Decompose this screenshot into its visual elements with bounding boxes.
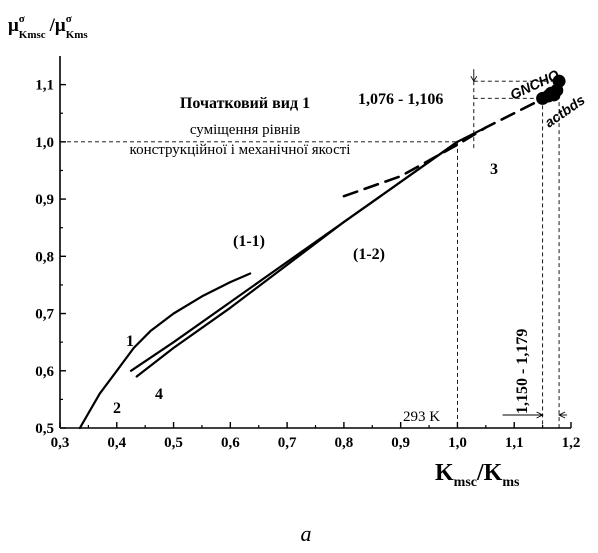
chart-subtitle-line-1: суміщення рівнів bbox=[190, 122, 300, 138]
data-points bbox=[536, 74, 566, 105]
x-tick-label-4: 0,7 bbox=[278, 435, 297, 451]
chart-subtitle-line-2: конструкційної і механічної якості bbox=[130, 142, 351, 158]
series-1-line bbox=[78, 272, 252, 430]
y-tick-label-1: 0,6 bbox=[35, 364, 54, 380]
y-tick-label-2: 0,7 bbox=[35, 307, 54, 323]
y-axis-label: μσ Kmsc/μσ Kms bbox=[8, 13, 88, 41]
y-tick-label-3: 0,8 bbox=[35, 249, 54, 265]
figure-caption: a bbox=[301, 521, 312, 546]
x-tick-label-3: 0,6 bbox=[221, 435, 240, 451]
region-1-2-label: (1-2) bbox=[353, 246, 385, 263]
x-tick-label-8: 1,1 bbox=[505, 435, 524, 451]
y-tick-label-0: 0,5 bbox=[35, 421, 54, 437]
reference-lines bbox=[60, 69, 568, 428]
y-tick-label-5: 1,0 bbox=[35, 135, 54, 151]
x-tick-label-6: 0,9 bbox=[391, 435, 410, 451]
y-tick-label-4: 0,9 bbox=[35, 192, 54, 208]
curve-4-label: 4 bbox=[155, 386, 163, 403]
x-axis-label: Kmsc/Kms bbox=[435, 460, 520, 490]
y-range-arrowhead bbox=[470, 75, 478, 83]
x-tick-label-9: 1,2 bbox=[562, 435, 581, 451]
x-range-arrowhead-right bbox=[558, 411, 566, 419]
x-tick-label-5: 0,8 bbox=[335, 435, 354, 451]
x-tick-label-0: 0,3 bbox=[51, 435, 70, 451]
axis-ticks: 0,3 0,4 0,5 0,6 0,7 0,8 0,9 1,0 1,1 1,2 0,5 0,6 0,7 0… bbox=[35, 78, 580, 451]
series-4-line bbox=[135, 140, 459, 378]
curve-2-label: 2 bbox=[113, 400, 121, 417]
x-tick-label-7: 1,0 bbox=[448, 435, 467, 451]
y-tick-label-6: 1,1 bbox=[35, 78, 54, 94]
x-tick-label-2: 0,5 bbox=[164, 435, 183, 451]
y-range-label: 1,076 - 1,106 bbox=[358, 91, 443, 108]
region-1-1-label: (1-1) bbox=[233, 233, 265, 250]
temperature-label: 293 K bbox=[403, 409, 440, 425]
curve-3-label: 3 bbox=[490, 161, 498, 178]
x-range-label: 1,150 - 1,179 bbox=[514, 329, 531, 414]
series-group bbox=[78, 86, 561, 430]
data-point-5 bbox=[552, 74, 566, 88]
curve-1-label: 1 bbox=[126, 333, 134, 350]
x-tick-label-1: 0,4 bbox=[107, 435, 126, 451]
chart-title: Початковий вид 1 bbox=[180, 95, 310, 112]
x-range-arrowhead-left bbox=[536, 411, 544, 419]
